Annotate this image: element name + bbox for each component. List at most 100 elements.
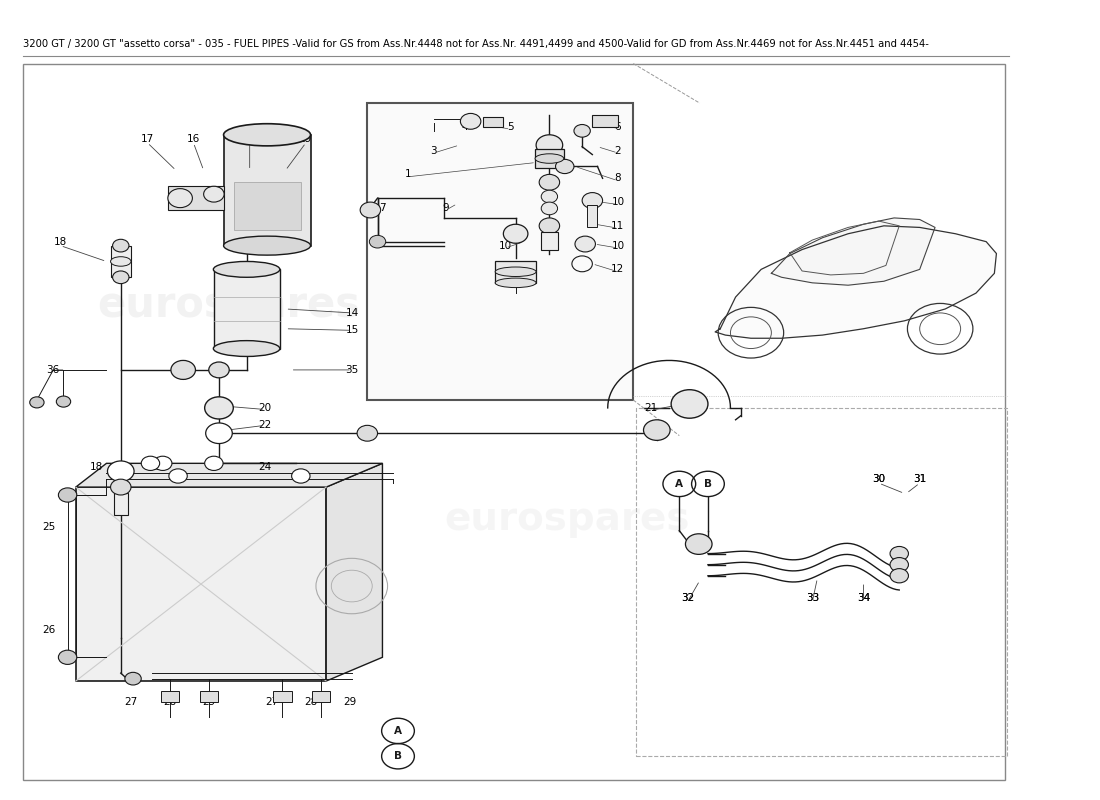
Circle shape bbox=[205, 456, 223, 470]
Circle shape bbox=[205, 397, 233, 419]
Text: 26: 26 bbox=[43, 625, 56, 634]
Circle shape bbox=[111, 479, 131, 495]
Text: B: B bbox=[704, 479, 712, 489]
Text: 5: 5 bbox=[507, 122, 514, 132]
Text: 18: 18 bbox=[54, 237, 67, 246]
Text: 9: 9 bbox=[443, 202, 450, 213]
Circle shape bbox=[108, 461, 134, 482]
Circle shape bbox=[30, 397, 44, 408]
Text: 13: 13 bbox=[243, 134, 256, 144]
Ellipse shape bbox=[213, 262, 279, 278]
Circle shape bbox=[504, 224, 528, 243]
Circle shape bbox=[461, 114, 481, 130]
FancyBboxPatch shape bbox=[535, 149, 563, 168]
Ellipse shape bbox=[223, 124, 310, 146]
Circle shape bbox=[141, 456, 160, 470]
Circle shape bbox=[58, 488, 77, 502]
Ellipse shape bbox=[495, 278, 536, 287]
FancyBboxPatch shape bbox=[593, 115, 618, 127]
Ellipse shape bbox=[223, 236, 310, 255]
Polygon shape bbox=[771, 218, 935, 286]
FancyBboxPatch shape bbox=[213, 270, 280, 349]
Text: 36: 36 bbox=[46, 365, 59, 375]
FancyBboxPatch shape bbox=[111, 246, 131, 278]
Circle shape bbox=[360, 202, 381, 218]
FancyBboxPatch shape bbox=[161, 691, 179, 702]
Text: 14: 14 bbox=[345, 308, 359, 318]
Polygon shape bbox=[327, 463, 383, 681]
Text: 33: 33 bbox=[805, 593, 818, 603]
Text: 22: 22 bbox=[644, 426, 658, 437]
Text: 18: 18 bbox=[207, 462, 220, 472]
Text: 28: 28 bbox=[305, 698, 318, 707]
Circle shape bbox=[890, 546, 909, 561]
Text: 2: 2 bbox=[615, 146, 622, 156]
FancyBboxPatch shape bbox=[199, 691, 218, 702]
Circle shape bbox=[685, 534, 712, 554]
Text: 34: 34 bbox=[857, 593, 870, 603]
Circle shape bbox=[112, 271, 129, 284]
Text: 19: 19 bbox=[299, 134, 312, 144]
FancyBboxPatch shape bbox=[541, 232, 558, 250]
Circle shape bbox=[671, 390, 708, 418]
FancyBboxPatch shape bbox=[234, 182, 300, 230]
Text: 12: 12 bbox=[612, 264, 625, 274]
Text: 32: 32 bbox=[681, 593, 694, 603]
Circle shape bbox=[170, 361, 196, 379]
Text: eurospares: eurospares bbox=[444, 500, 690, 538]
Text: 32: 32 bbox=[681, 593, 694, 603]
Circle shape bbox=[556, 159, 574, 174]
Text: 24: 24 bbox=[258, 462, 272, 472]
Text: 3200 GT / 3200 GT "assetto corsa" - 035 - FUEL PIPES -Valid for GS from Ass.Nr.4: 3200 GT / 3200 GT "assetto corsa" - 035 … bbox=[23, 38, 928, 49]
Ellipse shape bbox=[111, 257, 131, 266]
Text: 10: 10 bbox=[612, 197, 625, 207]
Circle shape bbox=[125, 672, 141, 685]
Circle shape bbox=[358, 426, 377, 441]
Circle shape bbox=[644, 420, 670, 440]
Circle shape bbox=[58, 650, 77, 665]
FancyBboxPatch shape bbox=[224, 134, 311, 246]
Text: B: B bbox=[394, 751, 402, 762]
Text: 15: 15 bbox=[345, 326, 359, 335]
Text: A: A bbox=[394, 726, 402, 736]
Text: 23: 23 bbox=[148, 462, 162, 472]
Text: 22: 22 bbox=[258, 420, 272, 430]
FancyBboxPatch shape bbox=[367, 103, 634, 400]
Circle shape bbox=[575, 236, 595, 252]
Circle shape bbox=[890, 558, 909, 572]
Text: 34: 34 bbox=[857, 593, 870, 603]
Circle shape bbox=[536, 134, 563, 155]
Text: 4: 4 bbox=[461, 122, 468, 132]
Text: eurospares: eurospares bbox=[98, 284, 361, 326]
Circle shape bbox=[206, 423, 232, 443]
Circle shape bbox=[154, 456, 172, 470]
Text: 21: 21 bbox=[644, 403, 658, 413]
Circle shape bbox=[56, 396, 70, 407]
Text: 3: 3 bbox=[430, 146, 437, 156]
Circle shape bbox=[370, 235, 386, 248]
Text: 27: 27 bbox=[124, 698, 138, 707]
FancyBboxPatch shape bbox=[113, 493, 128, 514]
Text: 28: 28 bbox=[163, 698, 176, 707]
Text: 25: 25 bbox=[43, 522, 56, 532]
Ellipse shape bbox=[213, 341, 279, 357]
Circle shape bbox=[539, 174, 560, 190]
Text: A: A bbox=[675, 479, 683, 489]
Text: 30: 30 bbox=[872, 474, 886, 484]
Text: 27: 27 bbox=[265, 698, 278, 707]
FancyBboxPatch shape bbox=[483, 118, 504, 127]
Polygon shape bbox=[76, 463, 383, 487]
Ellipse shape bbox=[495, 267, 536, 277]
Text: 7: 7 bbox=[379, 202, 386, 213]
Text: 8: 8 bbox=[615, 174, 622, 183]
FancyBboxPatch shape bbox=[587, 206, 597, 227]
Circle shape bbox=[209, 362, 229, 378]
Circle shape bbox=[292, 469, 310, 483]
Polygon shape bbox=[715, 226, 997, 338]
Text: 6: 6 bbox=[615, 122, 622, 132]
Text: 17: 17 bbox=[141, 134, 154, 144]
Text: 10: 10 bbox=[612, 241, 625, 250]
Circle shape bbox=[541, 190, 558, 203]
FancyBboxPatch shape bbox=[76, 487, 327, 681]
Circle shape bbox=[539, 218, 560, 234]
